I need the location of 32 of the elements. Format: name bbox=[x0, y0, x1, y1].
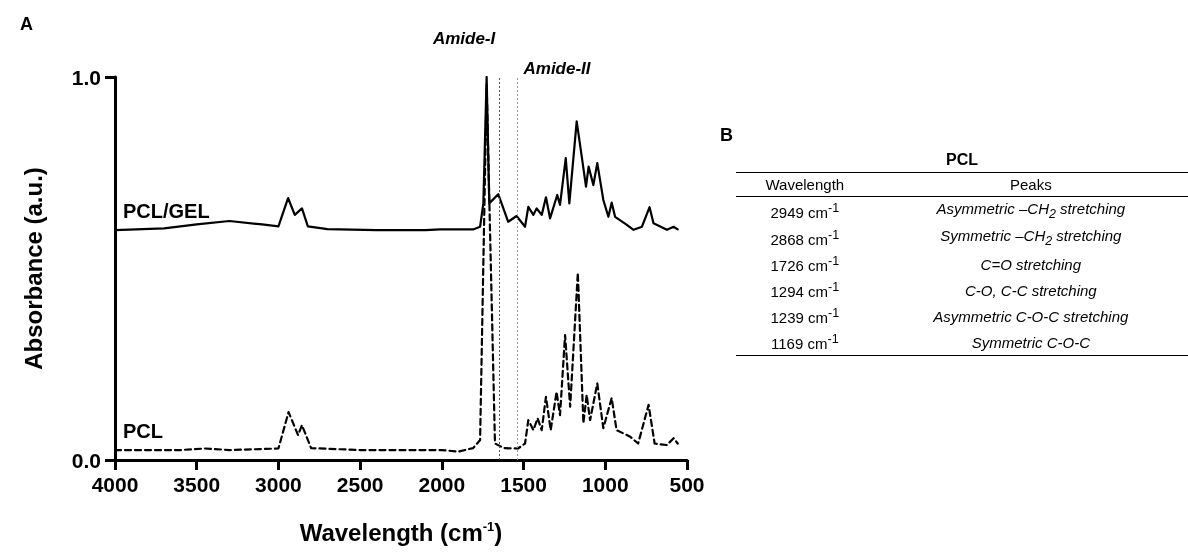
x-tick-label: 1500 bbox=[500, 473, 547, 496]
x-tick-label: 3000 bbox=[255, 473, 302, 496]
x-tick-label: 2500 bbox=[336, 473, 384, 496]
text: Asymmetric C-O-C stretching bbox=[931, 306, 1130, 327]
text: PCL bbox=[736, 148, 1188, 173]
text: Symmetric C-O-C bbox=[873, 329, 1188, 356]
x-tick-label: 2000 bbox=[418, 473, 466, 496]
x-tick-label: 4000 bbox=[91, 473, 139, 496]
x-tick-label: 3500 bbox=[173, 473, 221, 496]
y-axis-title: Absorbance (a.u.) bbox=[19, 167, 47, 370]
x-tick-label: 500 bbox=[669, 473, 705, 496]
text: Asymmetric –CH$_{2}$ stretching bbox=[935, 199, 1127, 223]
text: 1294 cm$^{-1}$ bbox=[769, 279, 841, 302]
text: C-O, C-C stretching bbox=[963, 280, 1098, 301]
text: Wavelength bbox=[736, 172, 874, 197]
text: Peaks bbox=[873, 172, 1188, 197]
ref-line-label: Amide-I bbox=[431, 29, 497, 48]
x-tick-label: 1000 bbox=[581, 473, 629, 496]
y-tick-label: 1.0 bbox=[71, 65, 101, 89]
text: 2868 cm$^{-1}$ bbox=[769, 226, 841, 250]
ref-line-label: Amide-II bbox=[522, 59, 592, 78]
text: 2949 cm$^{-1}$ bbox=[769, 199, 841, 223]
text: B bbox=[720, 125, 733, 146]
series-label: PCL/GEL bbox=[123, 200, 210, 223]
y-tick-label: 0.0 bbox=[71, 448, 101, 472]
text: A bbox=[20, 14, 33, 34]
text: C=O stretching bbox=[979, 254, 1083, 275]
text: Symmetric –CH$_{2}$ stretching bbox=[939, 226, 1123, 250]
text: 1726 cm$^{-1}$ bbox=[769, 253, 841, 276]
series-label: PCL bbox=[123, 420, 163, 443]
text: 1169 cm$^{-1}$ bbox=[736, 329, 874, 356]
text: 1239 cm$^{-1}$ bbox=[769, 305, 841, 328]
